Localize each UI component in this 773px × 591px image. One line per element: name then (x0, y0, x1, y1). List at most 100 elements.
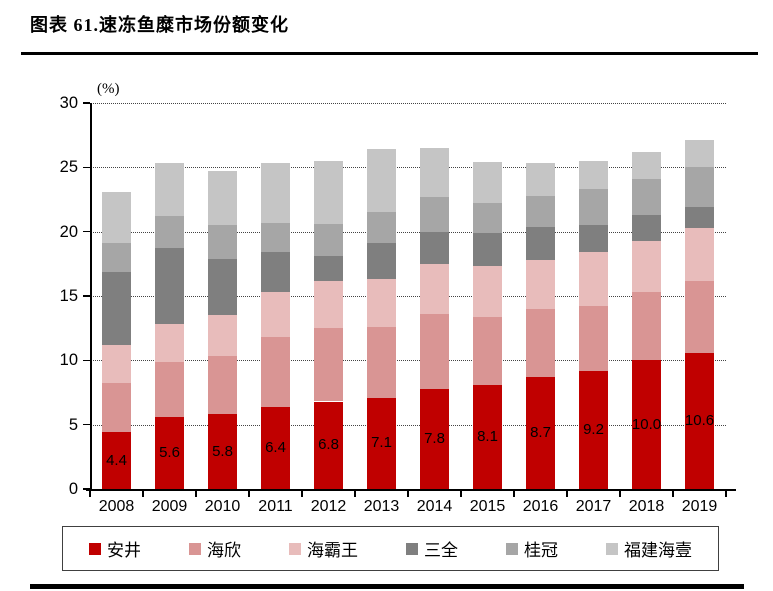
bar-value-label: 4.4 (106, 451, 127, 469)
gridline (90, 360, 726, 362)
bar-segment (526, 308, 555, 378)
x-tick-label: 2014 (416, 498, 453, 515)
bar-segment (367, 212, 396, 244)
bar-segment (314, 223, 343, 257)
bar-segment (155, 416, 184, 489)
y-tick (83, 102, 90, 104)
x-tick-label: 2015 (469, 498, 506, 515)
y-tick (83, 230, 90, 233)
bar-segment (155, 248, 184, 325)
bar-segment (155, 216, 184, 249)
gridline (90, 103, 726, 104)
y-tick (83, 295, 90, 297)
bar-segment (102, 344, 131, 384)
bar-segment (208, 356, 237, 415)
gridline (90, 424, 726, 426)
x-tick-label: 2008 (98, 498, 135, 515)
legend-item: 海欣 (189, 536, 241, 561)
bar-segment (261, 406, 290, 489)
bar-segment (685, 280, 714, 353)
bar-value-label: 7.1 (371, 434, 392, 452)
x-tick (672, 490, 674, 497)
bar-segment (526, 163, 555, 196)
legend-swatch (606, 542, 618, 555)
bar-segment (685, 167, 714, 208)
bar-segment (473, 162, 502, 204)
bar-segment (685, 140, 714, 168)
bar-segment (579, 370, 608, 489)
bar-segment (367, 243, 396, 280)
y-tick (83, 423, 90, 426)
bar-segment (685, 352, 714, 489)
bar-segment (155, 361, 184, 417)
x-tick (460, 490, 462, 497)
y-tick-label: 0 (68, 480, 78, 498)
bar-segment (367, 149, 396, 213)
bar-segment (579, 160, 608, 190)
bar-segment (579, 225, 608, 253)
bar-segment (367, 279, 396, 327)
legend-swatch (506, 542, 518, 555)
y-tick-label: 25 (59, 158, 78, 177)
legend-label: 海霸王 (307, 541, 358, 560)
x-tick (142, 490, 144, 497)
bar-value-label: 6.8 (318, 436, 339, 454)
bar-segment (314, 280, 343, 329)
bar-segment (314, 256, 343, 281)
y-tick-label: 5 (68, 415, 78, 434)
bar-segment (208, 225, 237, 259)
bar-segment (579, 189, 608, 226)
gridline (90, 167, 726, 169)
bar-value-label: 5.6 (159, 443, 180, 461)
bar-segment (261, 252, 290, 293)
figure-title: 图表 61.速冻鱼糜市场份额变化 (30, 15, 289, 35)
bar-value-label: 6.4 (265, 438, 286, 456)
bar-value-label: 10.6 (684, 411, 715, 429)
x-tick-label: 2012 (310, 498, 347, 515)
bar-segment (420, 314, 449, 389)
y-tick-label: 10 (59, 351, 78, 370)
x-tick (354, 490, 356, 497)
x-tick (566, 490, 568, 497)
bar-segment (208, 171, 237, 226)
bar-segment (473, 316, 502, 385)
bar-segment (208, 258, 237, 316)
y-tick (83, 359, 90, 362)
bar-value-label: 10.0 (631, 415, 662, 433)
x-tick (725, 490, 727, 497)
bar-segment (261, 292, 290, 338)
bar-segment (155, 324, 184, 362)
gridline (90, 296, 726, 297)
bar-segment (632, 151, 661, 179)
legend-swatch (289, 542, 301, 555)
legend-swatch (89, 542, 101, 555)
y-tick (83, 166, 90, 169)
bar-segment (314, 160, 343, 224)
bar-value-label: 7.8 (424, 429, 445, 447)
x-tick (513, 490, 515, 497)
bar-segment (579, 306, 608, 371)
bar-segment (632, 240, 661, 293)
bar-segment (208, 414, 237, 489)
legend-label: 海欣 (207, 541, 241, 560)
bar-segment (367, 326, 396, 398)
x-tick-label: 2016 (522, 498, 559, 515)
legend-item: 海霸王 (289, 536, 358, 561)
bar-segment (685, 207, 714, 228)
x-tick-label: 2017 (575, 498, 612, 515)
bar-segment (473, 232, 502, 267)
bar-segment (579, 252, 608, 307)
bar-segment (102, 191, 131, 244)
bar-segment (420, 263, 449, 314)
legend-label: 安井 (107, 541, 141, 560)
bar-segment (473, 384, 502, 489)
bar-segment (632, 178, 661, 215)
x-tick (195, 490, 197, 497)
bar-segment (420, 148, 449, 197)
y-tick-label: 30 (59, 94, 78, 112)
chart-legend: 安井 海欣 海霸王 三全 桂冠 福建海壹 (62, 526, 719, 571)
y-tick-label: 15 (59, 287, 78, 305)
bar-segment (367, 397, 396, 489)
gridline (90, 231, 726, 233)
bar-segment (102, 383, 131, 433)
